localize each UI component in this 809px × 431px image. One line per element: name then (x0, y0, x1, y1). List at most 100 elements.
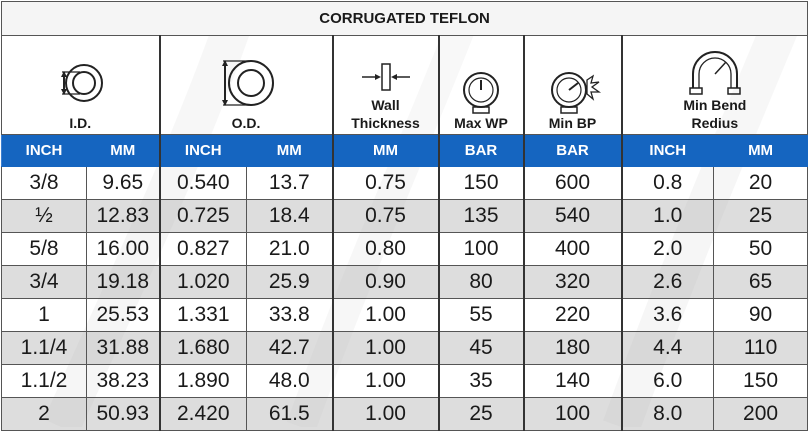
unit-header: BAR (523, 134, 623, 167)
table-cell: 3/4 (1, 265, 87, 299)
min-bp-label: Min BP (548, 115, 597, 131)
table-cell: 0.90 (332, 265, 440, 299)
table-cell: 18.4 (246, 199, 334, 233)
table-cell: 320 (523, 265, 623, 299)
table-cell: 600 (523, 166, 623, 200)
table-cell: 65 (712, 265, 809, 299)
table-cell: 135 (438, 199, 525, 233)
table-cell: 35 (438, 364, 525, 398)
table-row: 3/4 19.18 1.020 25.9 0.90 80 320 2.6 65 (1, 265, 809, 299)
table-cell: 2.420 (159, 397, 247, 431)
table-cell: 2.6 (621, 265, 714, 299)
table-cell: 16.00 (86, 232, 161, 266)
max-wp-label: Max WP (454, 115, 508, 131)
table-row: 2 50.93 2.420 61.5 1.00 25 100 8.0 200 (1, 397, 809, 431)
table-cell: 180 (523, 331, 623, 365)
min-bp-header: Min BP (523, 35, 623, 135)
table-cell: 50 (712, 232, 809, 266)
table-row: 5/8 16.00 0.827 21.0 0.80 100 400 2.0 50 (1, 232, 809, 266)
hose-id-icon (61, 64, 104, 102)
table-cell: 1.1/2 (1, 364, 87, 398)
table-cell: 110 (712, 331, 809, 365)
bend-label-line2: Redius (691, 115, 739, 131)
table-cell: 80 (438, 265, 525, 299)
table-cell: 1.00 (332, 331, 440, 365)
table-cell: 6.0 (621, 364, 714, 398)
table-title: CORRUGATED TEFLON (0, 1, 809, 36)
unit-header-row: INCH MM INCH MM MM BAR BAR INCH MM (1, 134, 809, 167)
unit-header: MM (712, 134, 809, 167)
table-cell: 0.75 (332, 199, 440, 233)
table-cell: 1.020 (159, 265, 247, 299)
wall-label-line2: Thickness (351, 115, 420, 131)
table-cell: 150 (438, 166, 525, 200)
od-header: O.D. (159, 35, 334, 135)
unit-header: MM (332, 134, 440, 167)
table-cell: 55 (438, 298, 525, 332)
unit-header: INCH (1, 134, 87, 167)
table-row: ½ 12.83 0.725 18.4 0.75 135 540 1.0 25 (1, 199, 809, 233)
table-cell: 540 (523, 199, 623, 233)
table-cell: 1.331 (159, 298, 247, 332)
table-cell: 1.680 (159, 331, 247, 365)
table-cell: 25 (712, 199, 809, 233)
wall-header: Wall Thickness (332, 35, 440, 135)
wall-label-line1: Wall (371, 97, 400, 113)
table-cell: 9.65 (86, 166, 161, 200)
id-label: I.D. (69, 115, 92, 131)
table-cell: 13.7 (246, 166, 334, 200)
unit-header: BAR (438, 134, 525, 167)
table-cell: 50.93 (86, 397, 161, 431)
table-cell: 48.0 (246, 364, 334, 398)
table-cell: 25 (438, 397, 525, 431)
table-cell: 90 (712, 298, 809, 332)
table-cell: 0.8 (621, 166, 714, 200)
table-cell: 220 (523, 298, 623, 332)
table-cell: 33.8 (246, 298, 334, 332)
table-cell: 45 (438, 331, 525, 365)
table-cell: 2 (1, 397, 87, 431)
table-cell: 5/8 (1, 232, 87, 266)
table-cell: 25.9 (246, 265, 334, 299)
table-cell: 21.0 (246, 232, 334, 266)
table-cell: 200 (712, 397, 809, 431)
table-row: 1.1/4 31.88 1.680 42.7 1.00 45 180 4.4 110 (1, 331, 809, 365)
unit-header: MM (86, 134, 161, 167)
table-row: 1 25.53 1.331 33.8 1.00 55 220 3.6 90 (1, 298, 809, 332)
pressure-gauge-icon (463, 72, 499, 114)
bend-radius-header: Min Bend Redius (620, 35, 809, 135)
table-cell: 0.75 (332, 166, 440, 200)
table-cell: 100 (523, 397, 623, 431)
table-cell: 1.1/4 (1, 331, 87, 365)
table-cell: 400 (523, 232, 623, 266)
unit-header: MM (246, 134, 334, 167)
table-cell: 1.00 (332, 298, 440, 332)
table-cell: 19.18 (86, 265, 161, 299)
table-row: 1.1/2 38.23 1.890 48.0 1.00 35 140 6.0 150 (1, 364, 809, 398)
table-cell: 0.540 (159, 166, 247, 200)
bend-label-line1: Min Bend (683, 97, 747, 113)
bend-radius-icon (689, 51, 741, 95)
hose-od-icon (222, 60, 274, 106)
table-cell: 3/8 (1, 166, 87, 200)
id-header: I.D. (1, 35, 161, 135)
table-cell: ½ (1, 199, 87, 233)
table-cell: 1.0 (621, 199, 714, 233)
table-cell: 150 (712, 364, 809, 398)
table-cell: 42.7 (246, 331, 334, 365)
od-label: O.D. (231, 115, 261, 131)
table-cell: 20 (712, 166, 809, 200)
table-cell: 0.80 (332, 232, 440, 266)
table-cell: 100 (438, 232, 525, 266)
unit-header: INCH (159, 134, 247, 167)
max-wp-header: Max WP (438, 35, 525, 135)
table-cell: 1.00 (332, 397, 440, 431)
table-cell: 0.827 (159, 232, 247, 266)
table-cell: 8.0 (621, 397, 714, 431)
table-cell: 12.83 (86, 199, 161, 233)
unit-header: INCH (621, 134, 714, 167)
wall-thickness-icon (361, 63, 410, 91)
table-cell: 1 (1, 298, 87, 332)
